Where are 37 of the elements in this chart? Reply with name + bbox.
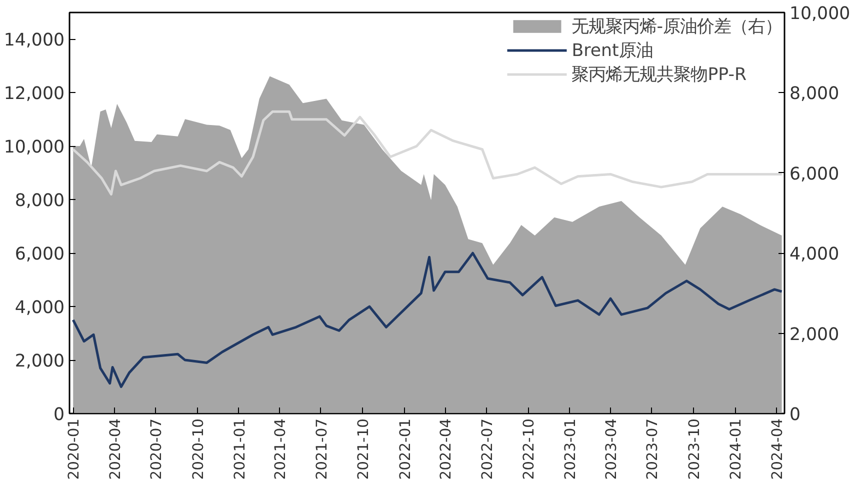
y-tick-label: 2,000 [14, 352, 65, 372]
x-tick-label: 2024-01 [728, 418, 745, 480]
y-tick-label: 6,000 [14, 244, 65, 265]
y-tick-label: 4,000 [14, 298, 65, 318]
x-tick-label: 2022-01 [396, 418, 414, 480]
line-series [72, 110, 784, 196]
x-tick-label: 2020-04 [106, 418, 124, 480]
x-tick-label: 2023-01 [562, 418, 580, 480]
y2-tick-label: 6,000 [790, 164, 840, 184]
y2-tick-label: 8,000 [790, 84, 840, 104]
x-tick-label: 2020-01 [66, 418, 83, 480]
x-tick-label: 2023-10 [686, 418, 703, 480]
y-tick-label: 12,000 [4, 84, 65, 104]
x-tick-label: 2021-04 [272, 418, 290, 480]
y-tick-label: 8,000 [14, 191, 65, 212]
y-tick-label: 14,000 [4, 30, 65, 51]
y-tick-label: 0 [53, 405, 65, 425]
y2-tick-label: 10,000 [790, 4, 850, 24]
x-tick-label: 2023-04 [603, 418, 620, 480]
y2-tick-label: 4,000 [790, 244, 840, 265]
line-series [72, 252, 784, 388]
x-tick-label: 2020-07 [148, 418, 166, 480]
y2-tick-label: 2,000 [790, 324, 840, 345]
x-tick-label: 2021-01 [231, 418, 248, 480]
x-tick-label: 2022-04 [438, 418, 455, 480]
legend-label: Brent原油 [572, 40, 653, 62]
x-tick-label: 2024-04 [768, 418, 786, 480]
legend-label: 聚丙烯无规共聚物PP-R [572, 64, 747, 86]
x-tick-label: 2022-10 [520, 418, 538, 480]
x-tick-label: 2022-07 [478, 418, 496, 480]
x-tick-label: 2021-07 [313, 418, 330, 480]
x-tick-label: 2020-10 [190, 418, 207, 480]
y-tick-label: 10,000 [4, 138, 65, 158]
x-tick-label: 2021-10 [355, 418, 372, 480]
x-tick-label: 2023-07 [644, 418, 662, 480]
y2-tick-label: 0 [790, 405, 801, 425]
legend-label: 无规聚丙烯-原油价差（右） [572, 16, 782, 38]
